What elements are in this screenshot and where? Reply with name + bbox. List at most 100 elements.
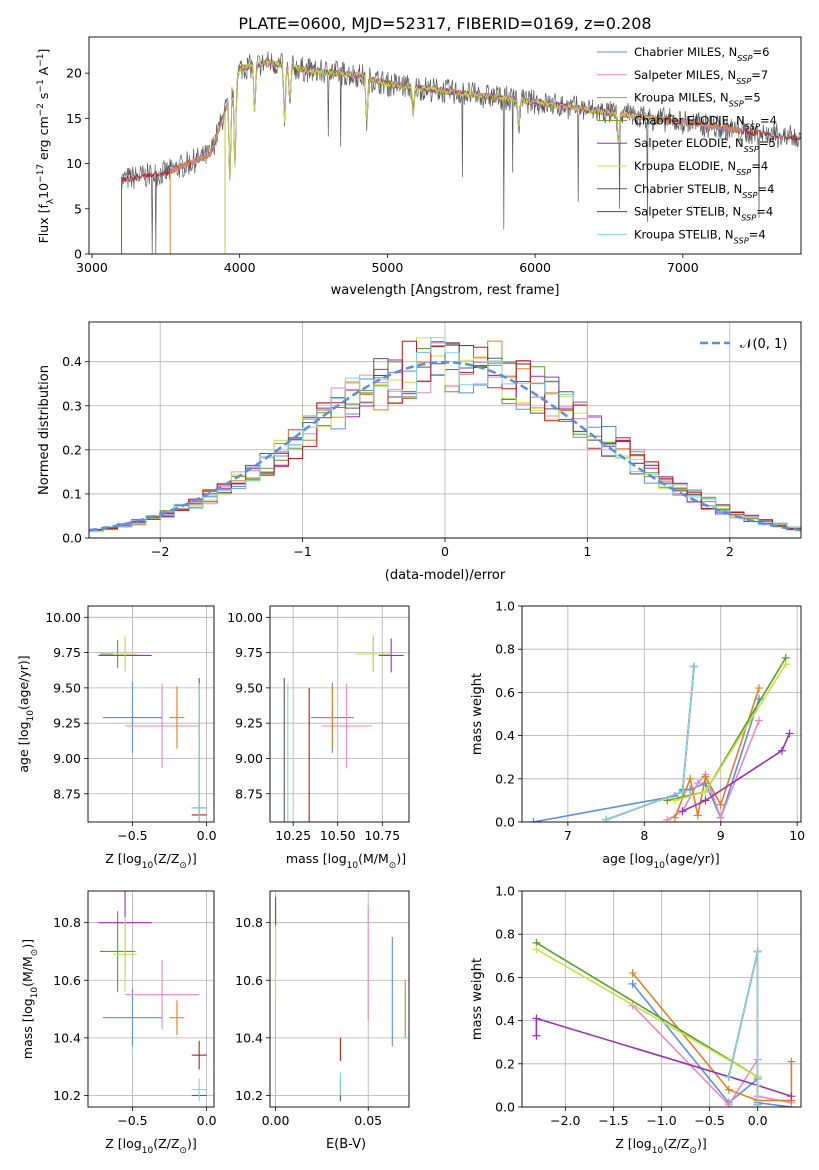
- x-tick-label: 7: [564, 828, 572, 843]
- x-tick-label: −0.5: [694, 1113, 724, 1128]
- weight-marker: [701, 796, 710, 805]
- y-tick-label: 0.0: [62, 531, 82, 546]
- x-tick-label: 0.05: [354, 1113, 382, 1128]
- y-tick-label: 0: [74, 247, 82, 262]
- axes-frame: [87, 890, 215, 1108]
- weight-marker: [693, 779, 702, 788]
- y-tick-label: 0.0: [495, 1100, 515, 1115]
- y-tick-label: 5: [74, 201, 82, 216]
- x-tick-label: 4000: [224, 260, 256, 275]
- x-tick-label: 0.00: [262, 1113, 290, 1128]
- weight-marker: [693, 811, 702, 820]
- x-axis-label: Z [log10(Z/Z⊙)]: [615, 1136, 706, 1156]
- plot-area: [98, 635, 207, 822]
- x-tick-label: 0.0: [197, 1113, 217, 1128]
- plot-area: [532, 938, 796, 1107]
- plot-area: [89, 337, 801, 533]
- weight-line: [536, 948, 759, 1086]
- y-tick-label: 1.0: [495, 884, 515, 899]
- weight-marker: [716, 813, 725, 822]
- y-tick-label: 0.8: [495, 642, 515, 657]
- weight-line: [535, 1017, 792, 1097]
- axes-frame: [88, 36, 802, 255]
- x-tick-label: −0.5: [117, 828, 147, 843]
- y-tick-label: 10.4: [53, 1030, 81, 1045]
- histogram-step: [89, 337, 801, 533]
- chart-residuals: −2 −1 0 1 2 0.0 0.1 0.2 0.3 0.4 (data-model)/error…: [37, 321, 802, 583]
- weight-line: [666, 720, 760, 821]
- y-tick-label: 9.50: [53, 680, 81, 695]
- weight-marker: [754, 684, 763, 693]
- weight-marker: [787, 1092, 796, 1101]
- weight-marker: [785, 729, 794, 738]
- x-tick-label: 5000: [371, 260, 403, 275]
- x-axis-label: mass [log10(M/M⊙)]: [286, 851, 406, 871]
- x-axis-label: Z [log10(Z/Z⊙)]: [105, 1136, 196, 1156]
- spectrum-line: [121, 59, 801, 254]
- weight-marker: [724, 1085, 733, 1094]
- x-tick-label: 9: [717, 828, 725, 843]
- weight-marker: [689, 662, 698, 671]
- y-tick-label: 10.8: [53, 915, 81, 930]
- legend-entry: Chabrier STELIB, NSSP=4: [634, 182, 774, 200]
- legend-entry: Salpeter STELIB, NSSP=4: [634, 205, 773, 223]
- weight-marker: [787, 1057, 796, 1066]
- y-tick-label: 1.0: [495, 599, 515, 614]
- weight-marker: [602, 815, 611, 822]
- weight-marker: [670, 813, 679, 822]
- y-tick-label: 8.75: [53, 786, 81, 801]
- chart-weight_vs_age: 7 8 9 10 0.0 0.2 0.4 0.6 0.8 1.0 age [log10(age/yr…: [470, 599, 805, 872]
- plot-area: [121, 51, 801, 254]
- chart-spectrum: 3000 4000 5000 6000 7000 0 5 10 15 20 wavelength […: [36, 36, 802, 298]
- weight-marker: [753, 947, 762, 956]
- axes-frame: [521, 890, 802, 1108]
- axes-frame: [269, 605, 410, 823]
- weight-marker: [532, 1031, 541, 1040]
- y-axis-label: mass [log10(M/M⊙)]: [20, 939, 40, 1059]
- weight-marker: [716, 800, 725, 809]
- x-tick-label: 3000: [76, 260, 108, 275]
- y-tick-label: 10.00: [227, 610, 263, 625]
- y-tick-label: 10.00: [45, 610, 81, 625]
- x-axis-label: (data-model)/error: [385, 568, 506, 583]
- x-tick-label: −2: [151, 544, 169, 559]
- chart-age_vs_mass: 10.25 10.50 10.75 8.75 9.00 9.25 9.50 9.75 10.00…: [227, 605, 410, 871]
- spectrum-line: [224, 59, 654, 254]
- spectrum-line: [121, 59, 801, 254]
- y-axis-label: Flux [fλ10−17 erg cm−2 s−1 A−1]: [36, 49, 56, 244]
- weight-marker: [777, 746, 786, 755]
- axes-frame: [269, 890, 410, 1108]
- y-axis-label: age [log10(age/yr)]: [16, 655, 36, 772]
- weight-marker: [686, 774, 695, 783]
- y-tick-label: 9.00: [53, 751, 81, 766]
- x-tick-label: −0.5: [117, 1113, 147, 1128]
- y-tick-label: 9.25: [53, 716, 81, 731]
- y-tick-label: 0.4: [495, 728, 515, 743]
- y-tick-label: 0.2: [62, 442, 82, 457]
- normal-curve: [89, 360, 801, 532]
- y-tick-label: 9.50: [235, 680, 263, 695]
- weight-line: [674, 687, 760, 818]
- axes-frame: [87, 605, 215, 823]
- y-tick-label: 9.75: [53, 645, 81, 660]
- weight-marker: [532, 1014, 541, 1023]
- weight-marker: [701, 787, 710, 796]
- y-tick-label: 10.2: [53, 1088, 81, 1103]
- legend-entry: Kroupa ELODIE, NSSP=4: [634, 159, 768, 177]
- y-tick-label: 10: [66, 156, 82, 171]
- x-tick-label: 6000: [519, 260, 551, 275]
- plot-area: [529, 653, 794, 822]
- x-tick-label: 8: [640, 828, 648, 843]
- x-tick-label: 0.0: [197, 828, 217, 843]
- legend-entry: Chabrier ELODIE, NSSP=4: [634, 113, 777, 131]
- y-tick-label: 10.6: [53, 973, 81, 988]
- chart-mass_vs_ebv: 0.00 0.05 10.2 10.4 10.6 10.8 E(B-V): [235, 890, 410, 1152]
- x-tick-label: 0: [441, 544, 449, 559]
- weight-marker: [701, 772, 710, 781]
- y-tick-label: 9.00: [235, 751, 263, 766]
- plot-area: [98, 891, 207, 1102]
- spectrum-line: [121, 51, 801, 254]
- legend-entry: Salpeter MILES, NSSP=7: [634, 68, 768, 86]
- weight-marker: [532, 945, 541, 954]
